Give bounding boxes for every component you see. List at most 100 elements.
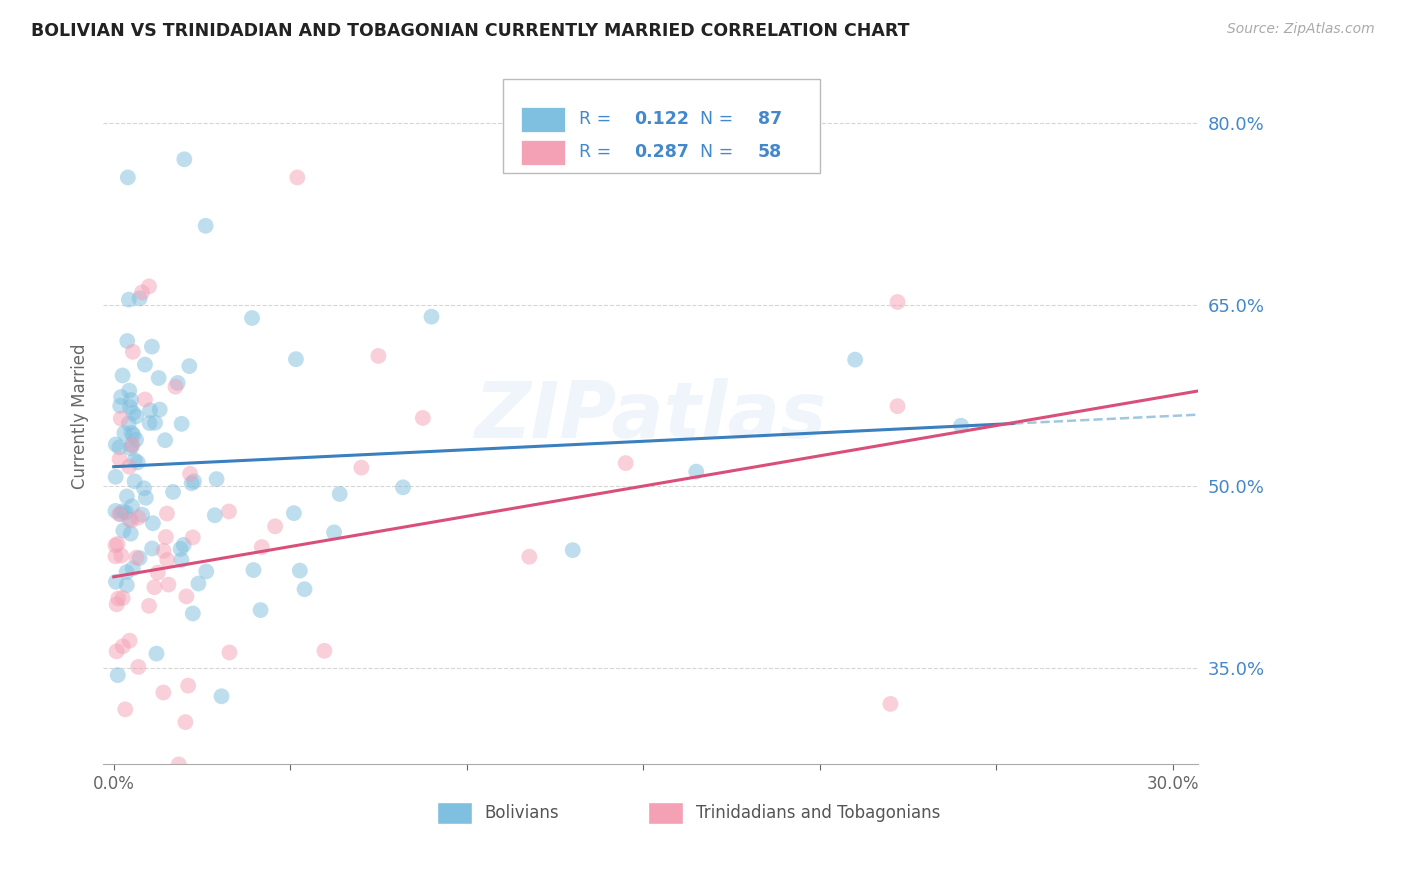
Point bbox=[156, 553, 179, 567]
Point bbox=[110, 549, 132, 563]
Point bbox=[181, 607, 204, 621]
Point bbox=[249, 603, 271, 617]
Point bbox=[108, 440, 131, 454]
Point bbox=[121, 500, 143, 514]
Point bbox=[264, 519, 287, 533]
Point bbox=[121, 344, 143, 359]
Point bbox=[120, 442, 142, 456]
Point bbox=[127, 510, 149, 524]
Point bbox=[118, 293, 141, 307]
Point bbox=[173, 538, 195, 552]
Point bbox=[128, 292, 150, 306]
Point bbox=[118, 400, 141, 414]
Point bbox=[170, 553, 193, 567]
Point bbox=[127, 455, 149, 469]
Point bbox=[614, 456, 637, 470]
Point bbox=[104, 549, 127, 564]
Point bbox=[165, 380, 187, 394]
Point bbox=[169, 541, 191, 556]
Text: N =: N = bbox=[700, 111, 738, 128]
Point bbox=[176, 590, 198, 604]
Point bbox=[218, 504, 240, 518]
Point bbox=[138, 279, 160, 293]
Point bbox=[107, 668, 129, 682]
Text: Source: ZipAtlas.com: Source: ZipAtlas.com bbox=[1227, 22, 1375, 37]
Bar bbox=[522, 107, 565, 132]
Point bbox=[104, 504, 127, 518]
FancyBboxPatch shape bbox=[502, 79, 820, 173]
Point bbox=[110, 411, 132, 425]
Bar bbox=[522, 139, 565, 164]
Text: R =: R = bbox=[579, 111, 617, 128]
Point bbox=[329, 487, 352, 501]
Point bbox=[118, 512, 141, 526]
Point bbox=[131, 285, 153, 300]
Point bbox=[314, 644, 336, 658]
Point bbox=[120, 392, 142, 407]
Text: ZIPatlas: ZIPatlas bbox=[474, 378, 827, 454]
Point bbox=[111, 640, 134, 654]
Point bbox=[170, 417, 193, 431]
Text: Trinidadians and Tobagonians: Trinidadians and Tobagonians bbox=[696, 804, 941, 822]
Point bbox=[118, 417, 141, 431]
Point bbox=[142, 516, 165, 531]
Point bbox=[152, 544, 174, 558]
Point bbox=[110, 390, 132, 404]
Point bbox=[131, 508, 153, 522]
Point bbox=[134, 392, 156, 407]
Point bbox=[115, 565, 138, 579]
Point bbox=[112, 425, 135, 440]
Point bbox=[950, 418, 973, 433]
Point bbox=[146, 566, 169, 580]
Point bbox=[108, 452, 131, 467]
Point bbox=[367, 349, 389, 363]
Point bbox=[114, 702, 136, 716]
Point bbox=[143, 580, 166, 594]
Point bbox=[181, 530, 204, 544]
Point bbox=[179, 467, 201, 481]
Point bbox=[183, 475, 205, 489]
Point bbox=[104, 538, 127, 552]
Y-axis label: Currently Married: Currently Married bbox=[72, 343, 89, 489]
Point bbox=[156, 507, 179, 521]
Point bbox=[148, 371, 170, 385]
Point bbox=[135, 491, 157, 505]
Point bbox=[132, 481, 155, 495]
Point bbox=[149, 402, 172, 417]
Text: 58: 58 bbox=[758, 143, 782, 161]
Point bbox=[138, 416, 160, 430]
Point bbox=[105, 644, 128, 658]
Point bbox=[250, 540, 273, 554]
Point bbox=[125, 550, 148, 565]
Bar bbox=[648, 802, 683, 824]
Point bbox=[104, 437, 127, 451]
Point bbox=[108, 507, 131, 521]
Point bbox=[157, 577, 180, 591]
Point bbox=[138, 599, 160, 613]
Text: Bolivians: Bolivians bbox=[484, 804, 558, 822]
Point bbox=[121, 425, 143, 440]
Point bbox=[111, 368, 134, 383]
Point bbox=[118, 633, 141, 648]
Point bbox=[104, 470, 127, 484]
Point bbox=[143, 416, 166, 430]
Point bbox=[187, 576, 209, 591]
Point bbox=[121, 438, 143, 452]
Point bbox=[125, 409, 148, 424]
Point bbox=[350, 460, 373, 475]
Point bbox=[294, 582, 316, 597]
Point bbox=[122, 406, 145, 420]
Point bbox=[118, 459, 141, 474]
Point bbox=[127, 660, 149, 674]
Point bbox=[420, 842, 443, 856]
Point bbox=[141, 340, 163, 354]
Point bbox=[104, 574, 127, 589]
Point bbox=[844, 352, 866, 367]
Text: 0.122: 0.122 bbox=[634, 111, 689, 128]
Point bbox=[112, 524, 135, 538]
Point bbox=[205, 472, 228, 486]
Point bbox=[115, 578, 138, 592]
Point bbox=[115, 490, 138, 504]
Point bbox=[412, 411, 434, 425]
Point bbox=[141, 541, 163, 556]
